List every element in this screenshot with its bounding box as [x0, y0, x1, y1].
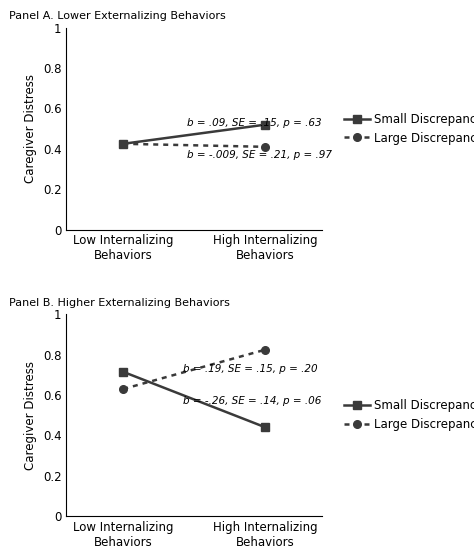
Text: b = .19, SE = .15, p = .20: b = .19, SE = .15, p = .20	[183, 364, 318, 374]
Y-axis label: Caregiver Distress: Caregiver Distress	[24, 74, 37, 183]
Y-axis label: Caregiver Distress: Caregiver Distress	[24, 361, 37, 470]
Legend: Small Discrepancy, Large Discrepancy: Small Discrepancy, Large Discrepancy	[344, 399, 474, 431]
Legend: Small Discrepancy, Large Discrepancy: Small Discrepancy, Large Discrepancy	[344, 113, 474, 145]
Text: Panel A. Lower Externalizing Behaviors: Panel A. Lower Externalizing Behaviors	[9, 11, 226, 21]
Text: b = -.009, SE = .21, p = .97: b = -.009, SE = .21, p = .97	[187, 150, 332, 160]
Text: Panel B. Higher Externalizing Behaviors: Panel B. Higher Externalizing Behaviors	[9, 297, 230, 307]
Text: b = .09, SE = .15, p = .63: b = .09, SE = .15, p = .63	[187, 118, 322, 128]
Text: b = -.26, SE = .14, p = .06: b = -.26, SE = .14, p = .06	[183, 396, 321, 406]
